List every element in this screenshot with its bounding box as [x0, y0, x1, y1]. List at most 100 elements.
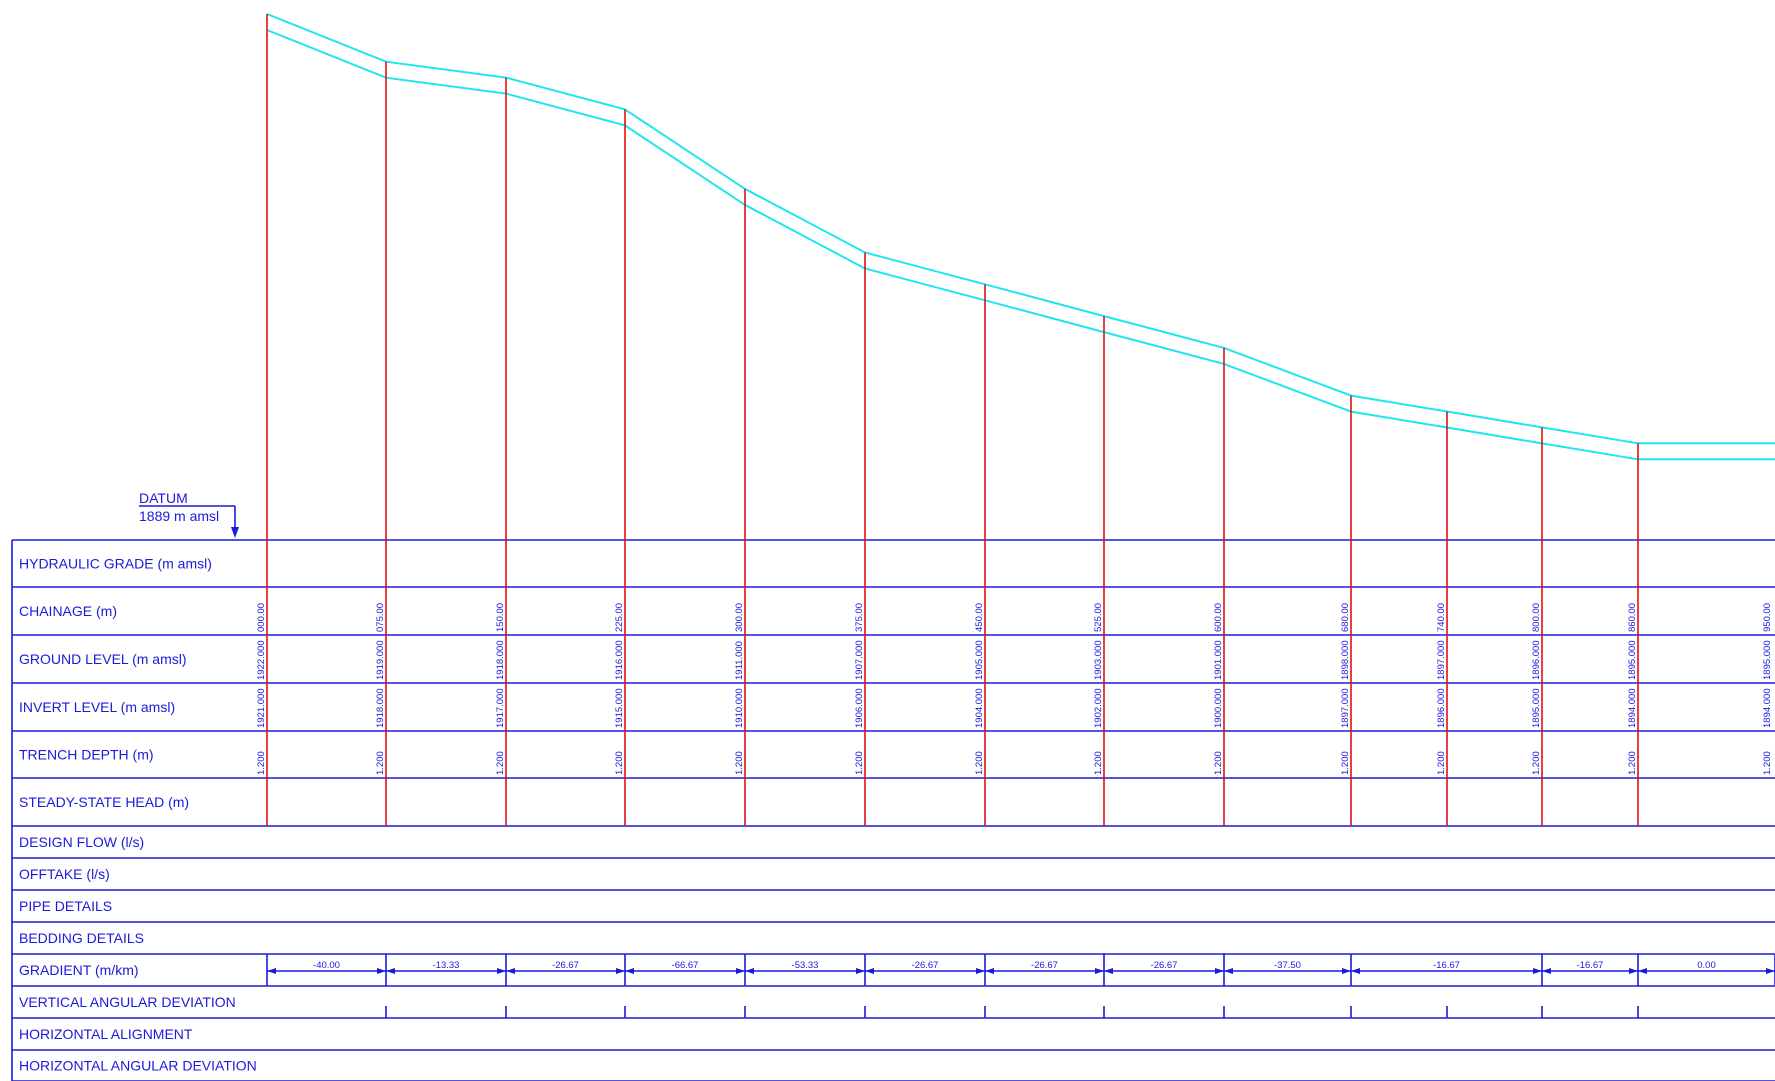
station-depth-value: 1.200	[1093, 751, 1104, 775]
station-depth-value: 1.200	[734, 751, 745, 775]
gradient-value: -16.67	[1577, 960, 1604, 971]
row-label: DESIGN FLOW (l/s)	[19, 834, 144, 850]
station-depth-value: 1.200	[256, 751, 267, 775]
station-chainage-value: 950.00	[1762, 603, 1773, 632]
station-invert-value: 1895.000	[1531, 688, 1542, 728]
station-invert-value: 1917.000	[495, 688, 506, 728]
gradient-value: -26.67	[1151, 960, 1178, 971]
gradient-value: -26.67	[552, 960, 579, 971]
gradient-arrow-right	[736, 968, 745, 974]
pipe-invert-line	[266, 29, 1775, 461]
station-invert-value: 1894.000	[1762, 688, 1773, 728]
row-label: CHAINAGE (m)	[19, 603, 117, 619]
station-chainage-value: 150.00	[495, 603, 506, 632]
gradient-arrow-left	[745, 968, 754, 974]
station-invert-value: 1906.000	[854, 688, 865, 728]
profile-layer	[266, 13, 1775, 461]
gradient-value: 0.00	[1697, 960, 1716, 971]
row-label: BEDDING DETAILS	[19, 930, 144, 946]
datum-arrow-head	[231, 527, 239, 538]
station-chainage-value: 860.00	[1627, 603, 1638, 632]
row-label: INVERT LEVEL (m amsl)	[19, 699, 175, 715]
row-label: HORIZONTAL ANGULAR DEVIATION	[19, 1058, 257, 1074]
row-label: STEADY-STATE HEAD (m)	[19, 794, 189, 810]
datum-label: DATUM	[139, 490, 188, 506]
gradient-arrow-left	[1638, 968, 1647, 974]
station-ground-value: 1896.000	[1531, 640, 1542, 680]
row-label: VERTICAL ANGULAR DEVIATION	[19, 994, 236, 1010]
gradient-arrow-right	[1342, 968, 1351, 974]
station-chainage-value: 525.00	[1093, 603, 1104, 632]
station-chainage-value: 225.00	[614, 603, 625, 632]
gradient-arrow-left	[1351, 968, 1360, 974]
station-lines	[266, 14, 1639, 826]
gradient-value: -40.00	[313, 960, 340, 971]
gradient-value: -26.67	[1031, 960, 1058, 971]
row-label: TRENCH DEPTH (m)	[19, 747, 154, 763]
gradient-row-dimensions: -40.00 -13.33 -26.67 -66.67 -53.33 -26.67 -26.…	[266, 954, 1775, 1018]
station-ground-value: 1895.000	[1627, 640, 1638, 680]
station-chainage-value: 800.00	[1531, 603, 1542, 632]
station-ground-value: 1922.000	[256, 640, 267, 680]
station-chainage-value: 000.00	[256, 603, 267, 632]
station-chainage-value: 600.00	[1213, 603, 1224, 632]
station-ground-value: 1919.000	[375, 640, 386, 680]
station-invert-value: 1921.000	[256, 688, 267, 728]
gradient-value: -37.50	[1274, 960, 1301, 971]
station-chainage-value: 375.00	[854, 603, 865, 632]
gradient-arrow-right	[1095, 968, 1104, 974]
station-ground-value: 1897.000	[1436, 640, 1447, 680]
gradient-arrow-left	[1542, 968, 1551, 974]
gradient-arrow-right	[1533, 968, 1542, 974]
gradient-arrow-right	[976, 968, 985, 974]
station-values: 000.00 1922.000 1921.000 1.200 075.00 1919.00…	[256, 603, 1773, 775]
row-label: GRADIENT (m/km)	[19, 962, 139, 978]
gradient-value: -13.33	[433, 960, 460, 971]
gradient-arrow-right	[616, 968, 625, 974]
gradient-value: -66.67	[672, 960, 699, 971]
station-invert-value: 1910.000	[734, 688, 745, 728]
station-depth-value: 1.200	[1627, 751, 1638, 775]
data-table: HYDRAULIC GRADE (m amsl) CHAINAGE (m) GROU…	[11, 539, 1775, 1081]
station-invert-value: 1896.000	[1436, 688, 1447, 728]
station-depth-value: 1.200	[1762, 751, 1773, 775]
gradient-arrow-left	[267, 968, 276, 974]
station-invert-value: 1915.000	[614, 688, 625, 728]
station-ground-value: 1916.000	[614, 640, 625, 680]
station-depth-value: 1.200	[854, 751, 865, 775]
gradient-arrow-right	[856, 968, 865, 974]
station-ground-value: 1918.000	[495, 640, 506, 680]
gradient-arrow-left	[386, 968, 395, 974]
ground-level-line	[266, 13, 1775, 445]
row-label: HYDRAULIC GRADE (m amsl)	[19, 556, 212, 572]
gradient-arrow-left	[865, 968, 874, 974]
row-label: HORIZONTAL ALIGNMENT	[19, 1026, 193, 1042]
gradient-value: -26.67	[912, 960, 939, 971]
gradient-arrow-right	[1766, 968, 1775, 974]
station-depth-value: 1.200	[495, 751, 506, 775]
station-depth-value: 1.200	[1213, 751, 1224, 775]
station-chainage-value: 740.00	[1436, 603, 1447, 632]
gradient-arrow-right	[497, 968, 506, 974]
datum-marker: DATUM 1889 m amsl	[139, 490, 239, 538]
station-invert-value: 1894.000	[1627, 688, 1638, 728]
row-label: GROUND LEVEL (m amsl)	[19, 651, 187, 667]
station-ground-value: 1895.000	[1762, 640, 1773, 680]
station-chainage-value: 075.00	[375, 603, 386, 632]
gradient-arrow-right	[1215, 968, 1224, 974]
gradient-arrow-left	[1104, 968, 1113, 974]
gradient-arrow-right	[1629, 968, 1638, 974]
station-invert-value: 1918.000	[375, 688, 386, 728]
station-invert-value: 1900.000	[1213, 688, 1224, 728]
gradient-arrow-left	[985, 968, 994, 974]
station-ground-value: 1905.000	[974, 640, 985, 680]
gradient-arrow-right	[377, 968, 386, 974]
station-ground-value: 1901.000	[1213, 640, 1224, 680]
station-chainage-value: 300.00	[734, 603, 745, 632]
datum-value: 1889 m amsl	[139, 508, 219, 524]
station-depth-value: 1.200	[1436, 751, 1447, 775]
station-invert-value: 1902.000	[1093, 688, 1104, 728]
station-ground-value: 1911.000	[734, 641, 745, 680]
gradient-arrow-left	[506, 968, 515, 974]
station-depth-value: 1.200	[375, 751, 386, 775]
